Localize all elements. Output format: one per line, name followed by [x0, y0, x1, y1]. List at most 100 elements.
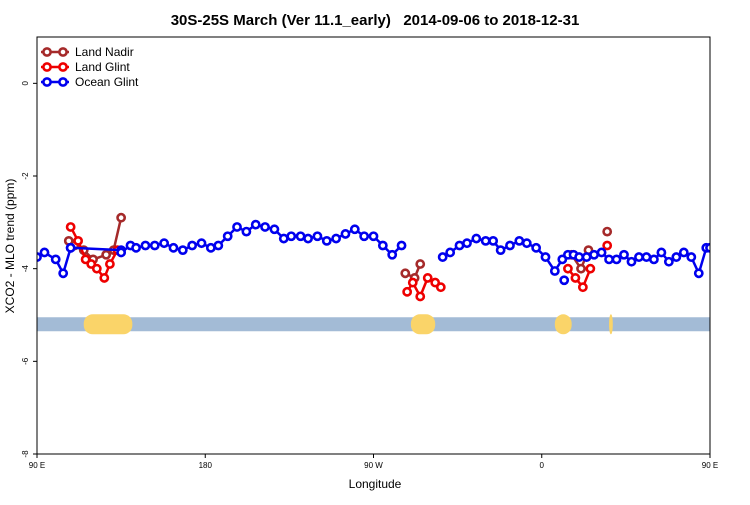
- land-glint-point: [402, 286, 413, 297]
- ocean-glint-point: [65, 242, 76, 253]
- ocean-glint-point: [445, 247, 456, 258]
- ocean-glint-point: [488, 235, 499, 246]
- land-band-segment: [83, 314, 133, 335]
- x-axis: 90 E 180 90 W 0 90 E: [29, 454, 718, 470]
- ocean-glint-point: [396, 240, 407, 251]
- ocean-glint-point: [611, 254, 622, 265]
- ocean-glint-point: [505, 240, 515, 251]
- ocean-glint-point: [626, 256, 637, 267]
- ocean-glint-point: [295, 231, 306, 242]
- ocean-glint-point: [686, 252, 697, 262]
- land-glint-point: [602, 240, 613, 251]
- ocean-glint-point: [349, 224, 360, 235]
- land-glint-point: [105, 259, 115, 269]
- land-glint-point: [435, 282, 446, 293]
- ocean-glint-line: [70, 246, 122, 252]
- land-band-segment: [410, 314, 436, 335]
- ocean-glint-point: [604, 254, 614, 265]
- ocean-glint-point: [596, 247, 607, 258]
- land-glint-point: [422, 273, 433, 283]
- land-nadir-point: [101, 249, 112, 260]
- chart-title: 30S-25S March (Ver 11.1_early) 2014-09-0…: [171, 12, 580, 29]
- ocean-glint-point: [521, 238, 532, 249]
- ocean-glint-point: [196, 238, 207, 249]
- y-axis-label: XCO2 - MLO trend (ppm): [3, 179, 17, 314]
- ocean-glint-point: [269, 224, 280, 235]
- legend-land-glint-marker: [58, 62, 68, 72]
- legend-land-glint-label: Land Glint: [75, 60, 130, 74]
- ocean-glint-point: [286, 231, 297, 242]
- legend-ocean-glint-marker: [42, 77, 52, 87]
- ocean-glint-point: [58, 268, 69, 279]
- ocean-glint-point: [495, 245, 506, 256]
- ocean-glint-point: [278, 233, 289, 244]
- ocean-glint-point: [39, 247, 50, 258]
- ocean-glint-point: [213, 240, 224, 251]
- ocean-glint-point: [671, 252, 682, 262]
- land-glint-point: [415, 291, 426, 302]
- ocean-glint-point: [649, 254, 659, 265]
- land-glint-point: [585, 263, 596, 274]
- ocean-glint-point: [549, 266, 560, 276]
- ocean-glint-point: [574, 252, 585, 262]
- ocean-glint-point: [377, 240, 388, 251]
- ocean-glint-point: [232, 222, 242, 232]
- y-tick-label: -8: [21, 450, 30, 458]
- x-tick-label: 180: [199, 461, 213, 470]
- ocean-glint-point: [641, 252, 652, 262]
- land-glint-line: [566, 267, 592, 289]
- land-glint-point: [73, 235, 84, 246]
- ocean-glint-point: [471, 233, 482, 244]
- ocean-glint-point: [663, 256, 674, 267]
- legend-land-nadir-marker: [58, 47, 68, 57]
- ocean-glint-point: [359, 231, 370, 242]
- ocean-glint-point: [634, 252, 644, 262]
- x-tick-label: 0: [540, 461, 545, 470]
- x-tick-label: 90 E: [702, 461, 718, 470]
- ocean-glint-point: [678, 247, 689, 258]
- ocean-glint-point: [260, 222, 270, 232]
- ocean-glint-point: [312, 231, 323, 242]
- ocean-glint-series: [37, 219, 710, 286]
- land-nadir-point: [116, 212, 127, 223]
- ocean-glint-point: [514, 235, 525, 246]
- y-tick-label: -6: [21, 357, 30, 365]
- land-glint-point: [65, 222, 76, 232]
- ocean-glint-point: [222, 231, 233, 242]
- land-glint-point: [563, 263, 573, 274]
- land-glint-series: [65, 222, 613, 302]
- ocean-glint-point: [131, 242, 141, 253]
- land-nadir-point: [602, 226, 613, 237]
- y-tick-label: -2: [21, 172, 30, 180]
- legend-land-nadir-marker: [42, 47, 52, 57]
- land-glint-point: [407, 277, 418, 288]
- series-layer: [37, 212, 710, 302]
- ocean-glint-point: [559, 275, 570, 286]
- ocean-glint-point: [368, 231, 379, 242]
- ocean-glint-point: [656, 247, 667, 258]
- land-glint-point: [570, 273, 581, 283]
- ocean-glint-point: [619, 249, 629, 260]
- ocean-glint-point: [321, 235, 332, 246]
- x-tick-label: 90 W: [364, 461, 383, 470]
- ocean-glint-point: [303, 233, 313, 244]
- ocean-glint-point: [437, 252, 448, 262]
- ocean-glint-point: [480, 235, 491, 246]
- land-nadir-point: [400, 268, 411, 279]
- ocean-glint-point: [387, 249, 398, 260]
- land-band-segment: [609, 314, 613, 335]
- legend-land-glint-marker: [42, 62, 52, 72]
- ocean-glint-point: [589, 249, 599, 260]
- ocean-glint-point: [705, 242, 710, 253]
- land-ocean-band: [37, 314, 710, 335]
- y-tick-label: -4: [21, 265, 30, 273]
- y-tick-label: 0: [21, 81, 30, 86]
- y-axis: 0 -2 -4 -6 -8: [21, 81, 37, 458]
- ocean-glint-point: [693, 268, 704, 279]
- ocean-glint-point: [340, 229, 351, 239]
- legend-ocean-glint-label: Ocean Glint: [75, 75, 139, 89]
- ocean-glint-point: [168, 242, 179, 253]
